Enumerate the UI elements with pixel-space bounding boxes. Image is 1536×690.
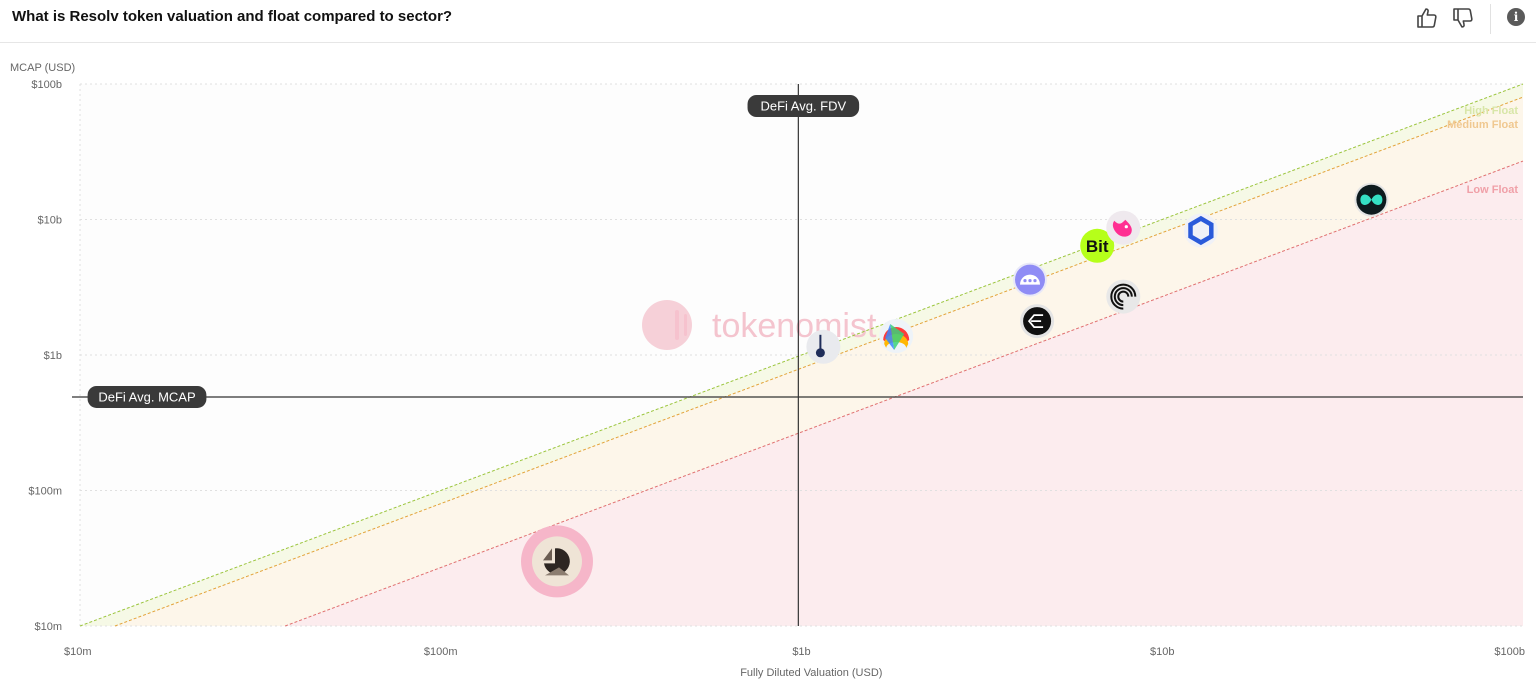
tokenomist-watermark: tokenomist bbox=[642, 300, 877, 350]
defi-avg-fdv-label-text: DeFi Avg. FDV bbox=[760, 99, 846, 114]
x-tick-label: $1b bbox=[792, 646, 810, 658]
float-band-label: High Float bbox=[1464, 105, 1518, 117]
page-title: What is Resolv token valuation and float… bbox=[12, 8, 453, 25]
defi-avg-mcap-label: DeFi Avg. MCAP bbox=[87, 385, 207, 408]
spiral-token-icon[interactable] bbox=[1106, 279, 1141, 314]
resolv-icon[interactable] bbox=[521, 525, 593, 598]
valuation-scatter-chart: tokenomist High Float Medium Float Low Floa… bbox=[10, 62, 1525, 679]
bitget-badge-text: Bit bbox=[1086, 237, 1109, 256]
y-tick-label: $100b bbox=[31, 79, 62, 91]
thumbs-up-icon[interactable] bbox=[1415, 6, 1439, 30]
float-band-label: Low Float bbox=[1467, 184, 1519, 196]
ethena-icon[interactable] bbox=[1020, 304, 1055, 339]
thumbs-down-icon[interactable] bbox=[1451, 6, 1475, 30]
x-tick-label: $100m bbox=[424, 646, 458, 658]
thermometer-icon[interactable] bbox=[806, 329, 841, 364]
watermark-logo-bar bbox=[675, 310, 679, 340]
y-tick-label: $100m bbox=[28, 486, 62, 498]
high-float-line bbox=[79, 83, 1524, 627]
watermark-text: tokenomist bbox=[712, 307, 877, 345]
infinity-token-icon[interactable] bbox=[1354, 182, 1389, 217]
uniswap-icon[interactable] bbox=[1106, 210, 1141, 245]
header-bar: What is Resolv token valuation and float… bbox=[0, 0, 1536, 43]
defi-avg-mcap-label-bg bbox=[87, 385, 207, 408]
smile-token-icon[interactable] bbox=[1013, 262, 1047, 297]
x-axis-label: Fully Diluted Valuation (USD) bbox=[740, 667, 882, 679]
defi-avg-fdv-label-bg bbox=[747, 95, 860, 117]
info-icon[interactable]: i bbox=[1507, 8, 1525, 26]
bitget-icon[interactable]: Bit bbox=[1080, 228, 1115, 263]
watermark-logo-bar bbox=[684, 314, 687, 336]
x-tick-label: $10b bbox=[1150, 646, 1174, 658]
y-tick-label: $10m bbox=[34, 621, 62, 633]
y-tick-label: $10b bbox=[38, 215, 62, 227]
float-band-label: Medium Float bbox=[1447, 119, 1518, 131]
watermark-logo-icon bbox=[642, 300, 692, 350]
x-tick-label: $100b bbox=[1494, 646, 1525, 658]
header-separator bbox=[1490, 4, 1491, 34]
defi-avg-mcap-label-text: DeFi Avg. MCAP bbox=[98, 389, 195, 404]
chainlink-icon[interactable] bbox=[1183, 213, 1218, 248]
low-float-line bbox=[284, 160, 1524, 627]
x-tick-label: $10m bbox=[64, 646, 92, 658]
y-axis-label: MCAP (USD) bbox=[10, 62, 75, 74]
rainbow-token-icon[interactable] bbox=[879, 319, 914, 353]
defi-avg-fdv-label: DeFi Avg. FDV bbox=[747, 95, 860, 117]
y-tick-label: $1b bbox=[44, 350, 62, 362]
